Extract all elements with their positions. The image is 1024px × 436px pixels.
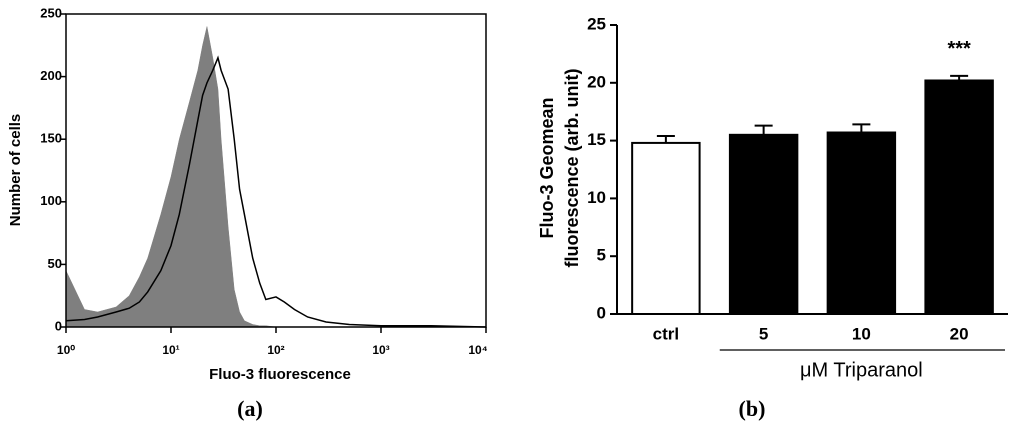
bar xyxy=(924,79,994,315)
x-tick-label: 10 xyxy=(852,324,871,343)
x-tick-label: 10⁰ xyxy=(57,343,75,357)
y-tick-label: 200 xyxy=(40,68,62,83)
x-tick-label: 10³ xyxy=(372,343,389,357)
y-tick-label: 250 xyxy=(40,5,62,20)
x-axis-label: Fluo-3 fluorescence xyxy=(209,366,351,383)
panel-label: (b) xyxy=(739,396,766,421)
y-tick-label: 20 xyxy=(587,72,606,91)
histogram-line xyxy=(65,55,487,328)
x-tick-label: 20 xyxy=(950,324,969,343)
y-tick-label: 0 xyxy=(597,303,606,322)
x-tick-label: 10⁴ xyxy=(468,343,487,357)
y-tick-label: 50 xyxy=(48,256,62,271)
y-axis-label: Fluo-3 Geomean xyxy=(537,97,557,238)
group-label: μM Triparanol xyxy=(800,359,923,381)
y-tick-label: 100 xyxy=(40,193,62,208)
histogram-area xyxy=(65,26,486,328)
y-tick-label: 25 xyxy=(587,14,606,33)
y-tick-label: 10 xyxy=(587,188,606,207)
plot-frame xyxy=(65,13,487,328)
y-tick-label: 15 xyxy=(587,130,606,149)
bar xyxy=(631,141,701,315)
y-tick-label: 0 xyxy=(55,318,62,333)
y-tick-label: 5 xyxy=(597,246,606,265)
x-tick-label: 5 xyxy=(759,324,768,343)
panel-label: (a) xyxy=(237,396,263,421)
y-axis-label: fluorescence (arb. unit) xyxy=(562,68,582,267)
x-tick-label: 10¹ xyxy=(162,343,179,357)
bar xyxy=(728,133,799,315)
y-tick-label: 150 xyxy=(40,131,62,146)
x-tick-label: 10² xyxy=(267,343,284,357)
significance: *** xyxy=(947,38,971,60)
bar xyxy=(826,131,897,315)
y-axis-label: Number of cells xyxy=(7,114,24,227)
x-tick-label: ctrl xyxy=(653,324,679,343)
